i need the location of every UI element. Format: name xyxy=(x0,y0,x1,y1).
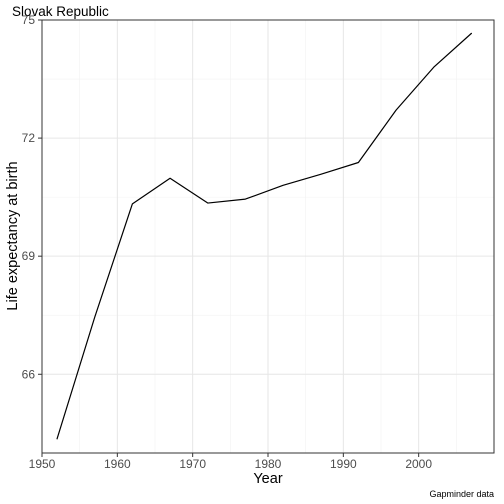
y-tick-label: 66 xyxy=(22,367,36,381)
y-tick-label: 69 xyxy=(22,249,36,263)
x-tick-label: 1970 xyxy=(179,457,206,471)
y-tick-label: 75 xyxy=(22,13,36,27)
y-tick-label: 72 xyxy=(22,131,36,145)
chart-title: Slovak Republic xyxy=(12,4,109,19)
x-tick-label: 1950 xyxy=(29,457,56,471)
x-tick-label: 2000 xyxy=(405,457,432,471)
y-axis-title: Life expectancy at birth xyxy=(5,161,21,310)
series-layer xyxy=(56,32,472,440)
x-axis-title: Year xyxy=(253,471,282,487)
x-tick-label: 1990 xyxy=(330,457,357,471)
x-tick-label: 1980 xyxy=(255,457,282,471)
caption: Gapminder data xyxy=(429,489,494,499)
x-tick-label: 1960 xyxy=(104,457,131,471)
grid xyxy=(41,19,494,453)
series-line xyxy=(56,32,472,440)
axis-ticks: 1950 1960 1970 1980 1990 2000 66 69 72 75 xyxy=(22,13,433,471)
